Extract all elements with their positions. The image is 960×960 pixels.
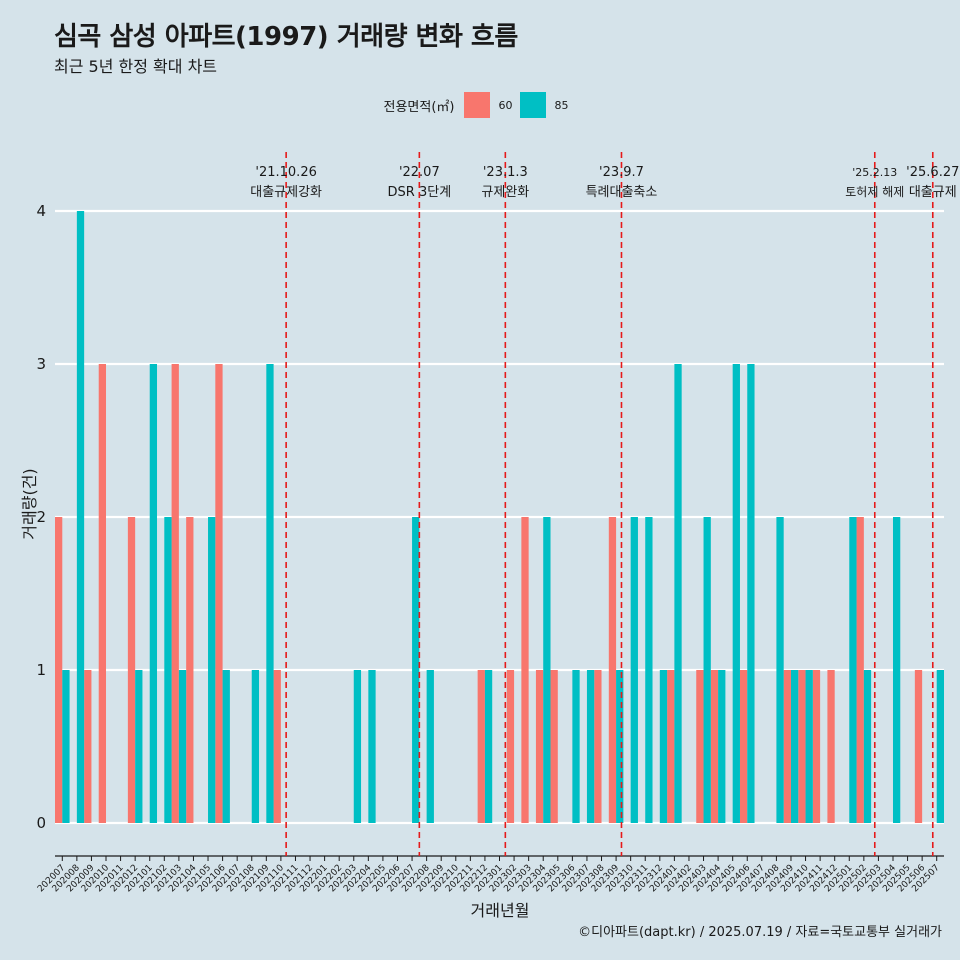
chart-subtitle: 최근 5년 한정 확대 차트 [54, 57, 218, 76]
bar-60-202409 [783, 670, 791, 823]
bar-60-202103 [171, 364, 179, 823]
event-date-2: '23.1.3 [483, 165, 528, 180]
bar-85-202208 [426, 670, 434, 823]
bar-85-202109 [266, 364, 274, 823]
bar-60-202304 [535, 670, 544, 823]
legend-title: 전용면적(㎡) [383, 99, 455, 115]
bar-85-202406 [747, 364, 755, 823]
y-tick-label-4: 4 [36, 202, 46, 220]
legend: 전용면적(㎡) 60 85 [0, 92, 960, 118]
event-label-5: 대출규제 [909, 185, 957, 200]
event-label-2: 규제완화 [481, 185, 529, 200]
bar-60-202506 [914, 670, 923, 823]
legend-label-85: 85 [554, 98, 569, 112]
y-tick-label-3: 3 [36, 355, 46, 373]
bar-60-202106 [215, 364, 223, 823]
bar-85-202408 [776, 517, 784, 823]
bar-60-202406 [739, 670, 748, 823]
bar-85-202410 [805, 670, 813, 823]
bar-85-202502 [863, 670, 872, 823]
legend-label-60: 60 [498, 98, 513, 112]
bar-60-202104 [186, 517, 194, 823]
event-label-4: 토허제 해제 [845, 185, 904, 199]
bar-60-202305 [550, 670, 558, 823]
bar-60-202012 [127, 517, 136, 823]
bar-85-202507 [936, 670, 944, 823]
bar-85-202207 [412, 517, 420, 823]
bar-85-202212 [484, 670, 493, 823]
bar-60-202212 [477, 670, 485, 823]
bar-85-202504 [892, 517, 901, 823]
event-label-3: 특례대출축소 [586, 185, 658, 200]
bar-60-202401 [667, 670, 675, 823]
bar-85-202307 [586, 670, 595, 823]
bar-60-202010 [98, 364, 107, 823]
bar-85-202204 [368, 670, 376, 823]
bar-85-202101 [149, 364, 158, 823]
bar-60-202308 [594, 670, 602, 823]
bar-60-202404 [710, 670, 719, 823]
bar-85-202008 [76, 211, 85, 823]
bar-85-202103 [178, 670, 187, 823]
event-date-5: '25.6.27 [906, 165, 959, 180]
bar-85-202304 [543, 517, 551, 823]
event-date-0: '21.10.26 [255, 165, 316, 180]
chart-title: 심곡 삼성 아파트(1997) 거래량 변화 흐름 [54, 22, 518, 52]
bar-60-202302 [506, 670, 515, 823]
bar-60-202410 [798, 670, 806, 823]
bar-60-202403 [696, 670, 704, 823]
bar-60-202502 [856, 517, 864, 823]
legend-swatch-60 [464, 92, 491, 118]
event-date-3: '23.9.7 [599, 165, 644, 180]
bar-85-202306 [572, 670, 580, 823]
bar-85-202108 [251, 670, 260, 823]
x-axis-title: 거래년월 [470, 901, 530, 920]
bar-85-202012 [135, 670, 143, 823]
bar-85-202102 [164, 517, 172, 823]
bar-85-202403 [703, 517, 711, 823]
bar-85-202405 [732, 364, 740, 823]
event-label-1: DSR 3단계 [388, 185, 452, 200]
bar-85-202401 [674, 364, 682, 823]
bar-85-202409 [790, 670, 799, 823]
legend-swatch-85 [520, 92, 547, 118]
y-axis-title: 거래량(건) [20, 468, 39, 540]
event-label-0: 대출규제강화 [250, 185, 322, 200]
bar-85-202404 [718, 670, 726, 823]
y-tick-label-2: 2 [36, 508, 46, 526]
bar-85-202007 [62, 670, 70, 823]
event-date-1: '22.07 [399, 165, 440, 180]
bar-60-202303 [521, 517, 529, 823]
bar-85-202311 [645, 517, 653, 823]
source-caption: ©디아파트(dapt.kr) / 2025.07.19 / 자료=국토교통부 실… [578, 925, 942, 940]
bar-85-202105 [208, 517, 216, 823]
y-tick-label-0: 0 [36, 814, 46, 832]
bar-85-202310 [630, 517, 638, 823]
bar-60-202411 [812, 670, 821, 823]
bar-60-202007 [55, 517, 63, 823]
bar-85-202309 [616, 670, 624, 823]
bar-60-202309 [608, 517, 617, 823]
event-date-4: '25.2.13 [852, 166, 897, 179]
bar-60-202412 [827, 670, 835, 823]
bar-85-202203 [353, 670, 362, 823]
bar-85-202312 [659, 670, 668, 823]
bar-85-202501 [849, 517, 857, 823]
bar-85-202106 [222, 670, 230, 823]
bar-60-202009 [84, 670, 92, 823]
y-tick-label-1: 1 [36, 661, 46, 679]
bar-60-202110 [273, 670, 281, 823]
